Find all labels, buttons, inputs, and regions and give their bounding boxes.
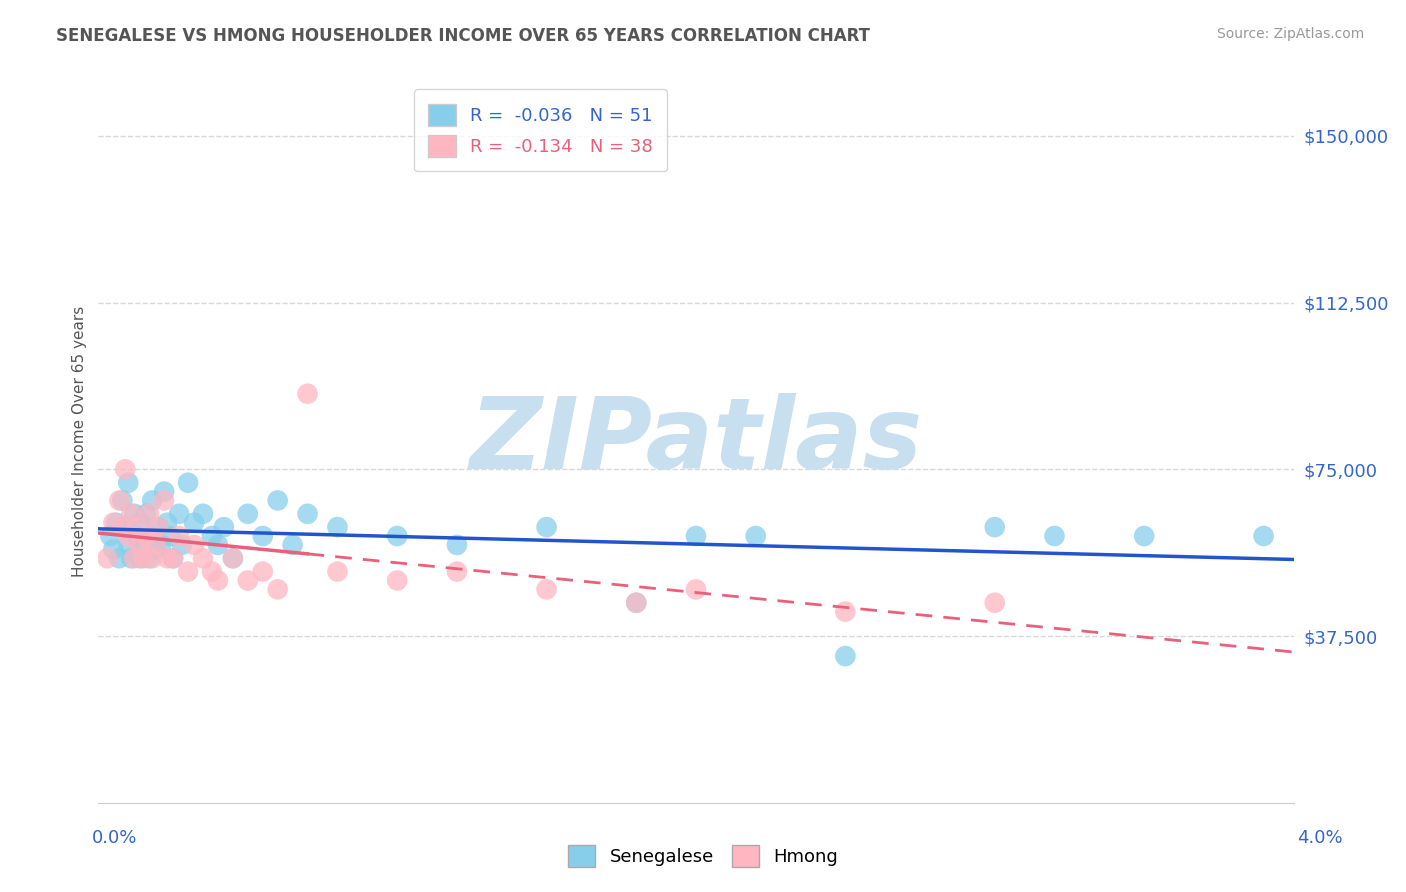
Point — [129, 538, 152, 552]
Point — [138, 551, 160, 566]
Point — [148, 520, 170, 534]
Point — [153, 484, 176, 499]
Point — [207, 574, 229, 588]
Point — [177, 475, 200, 490]
Point — [98, 529, 122, 543]
Point — [1043, 529, 1066, 543]
Point — [446, 565, 468, 579]
Point — [143, 542, 166, 557]
Point — [117, 475, 139, 490]
Point — [114, 520, 136, 534]
Point — [984, 596, 1007, 610]
Point — [183, 516, 205, 530]
Point — [167, 529, 190, 543]
Text: SENEGALESE VS HMONG HOUSEHOLDER INCOME OVER 65 YEARS CORRELATION CHART: SENEGALESE VS HMONG HOUSEHOLDER INCOME O… — [56, 27, 870, 45]
Point — [156, 516, 179, 530]
Point — [191, 507, 214, 521]
Point — [385, 529, 409, 543]
Point — [132, 551, 155, 566]
Point — [124, 507, 146, 521]
Point — [141, 493, 163, 508]
Point — [326, 565, 349, 579]
Point — [252, 529, 274, 543]
Point — [745, 529, 768, 543]
Point — [201, 529, 224, 543]
Point — [191, 551, 214, 566]
Point — [117, 538, 139, 552]
Point — [135, 529, 157, 543]
Point — [138, 529, 160, 543]
Point — [162, 551, 184, 566]
Point — [267, 493, 290, 508]
Point — [96, 551, 118, 566]
Point — [103, 542, 125, 557]
Point — [120, 551, 142, 566]
Point — [114, 462, 136, 476]
Point — [236, 507, 259, 521]
Point — [120, 507, 142, 521]
Point — [1133, 529, 1156, 543]
Point — [685, 582, 707, 597]
Text: 4.0%: 4.0% — [1298, 829, 1343, 847]
Point — [201, 565, 224, 579]
Point — [108, 551, 131, 566]
Point — [143, 538, 166, 552]
Point — [207, 538, 229, 552]
Point — [183, 538, 205, 552]
Point — [446, 538, 468, 552]
Point — [685, 529, 707, 543]
Point — [141, 551, 163, 566]
Point — [111, 520, 134, 534]
Point — [236, 574, 259, 588]
Point — [127, 529, 149, 543]
Point — [111, 493, 134, 508]
Point — [984, 520, 1007, 534]
Point — [108, 493, 131, 508]
Legend: R =  -0.036   N = 51, R =  -0.134   N = 38: R = -0.036 N = 51, R = -0.134 N = 38 — [413, 89, 668, 171]
Text: Source: ZipAtlas.com: Source: ZipAtlas.com — [1216, 27, 1364, 41]
Point — [297, 507, 319, 521]
Text: ZIPatlas: ZIPatlas — [470, 393, 922, 490]
Y-axis label: Householder Income Over 65 years: Householder Income Over 65 years — [72, 306, 87, 577]
Point — [150, 538, 173, 552]
Point — [252, 565, 274, 579]
Point — [167, 507, 190, 521]
Point — [159, 529, 181, 543]
Point — [124, 551, 146, 566]
Point — [148, 520, 170, 534]
Point — [156, 551, 179, 566]
Point — [105, 516, 128, 530]
Point — [281, 538, 304, 552]
Point — [212, 520, 235, 534]
Point — [297, 386, 319, 401]
Point — [117, 529, 139, 543]
Point — [129, 516, 152, 530]
Point — [127, 520, 149, 534]
Point — [222, 551, 245, 566]
Point — [626, 596, 648, 610]
Point — [162, 551, 184, 566]
Point — [103, 516, 125, 530]
Point — [135, 507, 157, 521]
Point — [177, 565, 200, 579]
Point — [129, 551, 152, 566]
Point — [172, 538, 194, 552]
Point — [834, 605, 856, 619]
Point — [385, 574, 409, 588]
Point — [153, 493, 176, 508]
Legend: Senegalese, Hmong: Senegalese, Hmong — [561, 838, 845, 874]
Text: 0.0%: 0.0% — [91, 829, 136, 847]
Point — [326, 520, 349, 534]
Point — [132, 538, 155, 552]
Point — [267, 582, 290, 597]
Point — [536, 582, 558, 597]
Point — [1253, 529, 1275, 543]
Point — [536, 520, 558, 534]
Point — [626, 596, 648, 610]
Point — [138, 507, 160, 521]
Point — [222, 551, 245, 566]
Point — [834, 649, 856, 664]
